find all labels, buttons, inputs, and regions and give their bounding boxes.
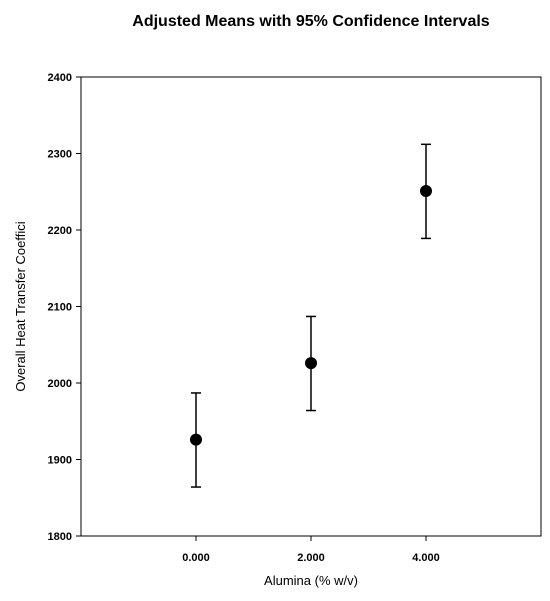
y-tick-label: 2400 xyxy=(48,72,72,84)
y-axis-label: Overall Heat Transfer Coeffici xyxy=(13,221,28,391)
y-tick-label: 2100 xyxy=(48,302,72,314)
data-point-group xyxy=(420,143,432,240)
x-tick-label: 2.000 xyxy=(297,552,325,564)
data-point-group xyxy=(190,392,202,488)
y-tick-label: 2200 xyxy=(48,225,72,237)
y-tick-label: 2300 xyxy=(48,149,72,161)
y-axis: 1800 1900 2000 2100 2200 2300 2400 xyxy=(48,72,81,543)
x-tick-label: 0.000 xyxy=(182,552,210,564)
plot-area-frame xyxy=(80,76,542,537)
y-tick-label: 1900 xyxy=(48,455,72,467)
y-tick-label: 2000 xyxy=(48,378,72,390)
x-tick-label: 4.000 xyxy=(412,552,440,564)
mean-marker xyxy=(190,433,202,446)
mean-marker xyxy=(305,357,317,370)
data-point-group xyxy=(305,315,317,412)
series-layer xyxy=(190,143,432,488)
y-tick-label: 1800 xyxy=(48,531,72,543)
mean-marker xyxy=(420,184,432,197)
x-axis-label: Alumina (% w/v) xyxy=(264,573,358,588)
x-axis: 0.000 2.000 4.000 xyxy=(182,536,440,564)
chart-title: Adjusted Means with 95% Confidence Inter… xyxy=(132,13,490,30)
